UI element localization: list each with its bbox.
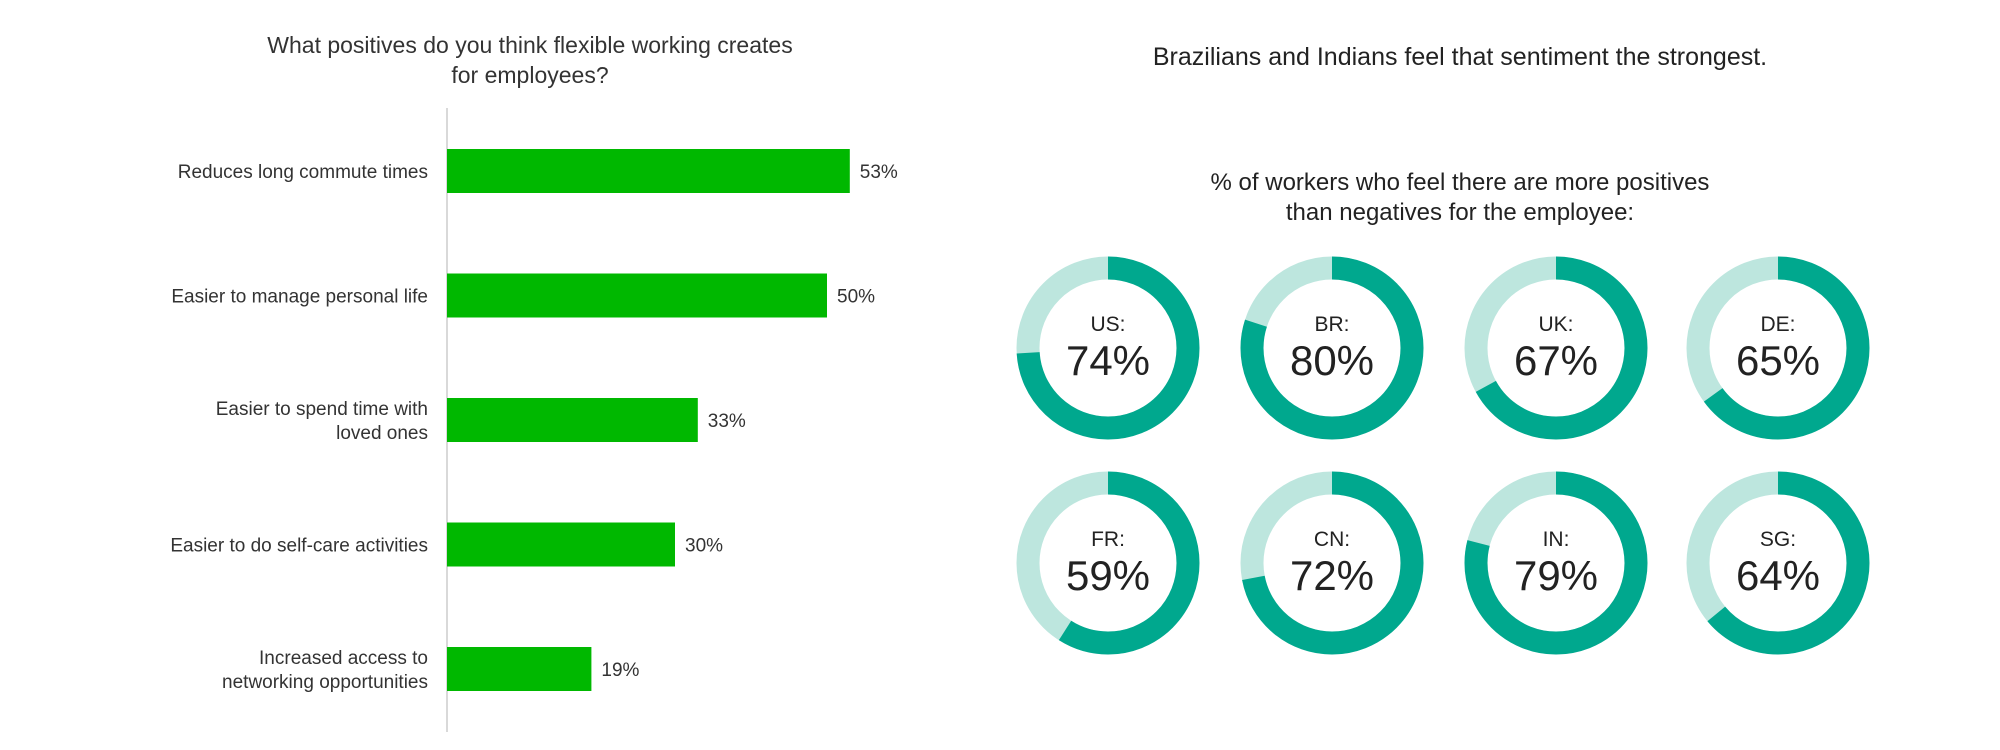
bar-value-label: 50% [837,287,875,308]
donut-us: US:74% [1016,256,1200,440]
donut-country-label: UK: [1538,313,1573,336]
donut-sg: SG:64% [1686,471,1870,655]
bar-chart-title: What positives do you think flexible wor… [267,32,793,88]
donut-percent-label: 65% [1736,337,1820,384]
donut-de: DE:65% [1686,256,1870,440]
donut-br: BR:80% [1240,256,1424,440]
donut-in: IN:79% [1464,471,1648,655]
donut-value-arc [1016,471,1200,655]
bar-value-label: 19% [601,660,639,681]
donut-country-label: DE: [1760,313,1795,336]
bar [447,647,592,691]
bar-chart: 53% Reduces long commute times 50% Easier t… [170,108,898,732]
category-label: Easier to spend time with loved ones [216,399,428,444]
donut-percent-label: 80% [1290,337,1374,384]
donut-section-title: Brazilians and Indians feel that sentime… [1152,43,1768,71]
category-label: Easier to manage personal life [171,287,428,308]
donut-value-arc [1464,256,1648,440]
category-label: Reduces long commute times [178,162,428,183]
bar [447,398,698,442]
donut-track [1016,256,1200,440]
donut-value-arc [1016,256,1200,440]
donut-country-label: US: [1090,313,1125,336]
donut-track [1464,471,1648,655]
bar-value-label: 53% [860,162,898,183]
donut-value-arc [1240,471,1424,655]
donut-country-label: IN: [1543,528,1570,551]
category-label: Easier to do self-care activities [170,536,428,557]
donut-cn: CN:72% [1240,471,1424,655]
donut-country-label: BR: [1314,313,1349,336]
donut-track [1240,471,1424,655]
donut-country-label: SG: [1760,528,1796,551]
donut-percent-label: 67% [1514,337,1598,384]
donut-percent-label: 74% [1066,337,1150,384]
donut-percent-label: 64% [1736,552,1820,599]
donut-track [1686,256,1870,440]
donut-value-arc [1464,471,1648,655]
bar [447,522,675,567]
donut-percent-label: 79% [1514,552,1598,599]
donut-uk: UK:67% [1464,256,1648,440]
bar-value-label: 33% [708,411,746,432]
donut-value-arc [1686,471,1870,655]
donut-track [1016,471,1200,655]
donut-track [1686,471,1870,655]
donut-country-label: FR: [1091,528,1125,551]
donut-track [1464,256,1648,440]
donut-track [1240,256,1424,440]
bar [447,149,850,193]
donut-percent-label: 59% [1066,552,1150,599]
donut-value-arc [1240,256,1424,440]
donut-value-arc [1686,256,1870,440]
bar [447,273,827,318]
donut-percent-label: 72% [1290,552,1374,599]
bar-value-label: 30% [685,536,723,557]
donut-country-label: CN: [1314,528,1350,551]
donut-fr: FR:59% [1016,471,1200,655]
category-label: Increased access to networking opportunit… [222,648,428,693]
donut-chart-title: % of workers who feel there are more pos… [1210,169,1710,226]
